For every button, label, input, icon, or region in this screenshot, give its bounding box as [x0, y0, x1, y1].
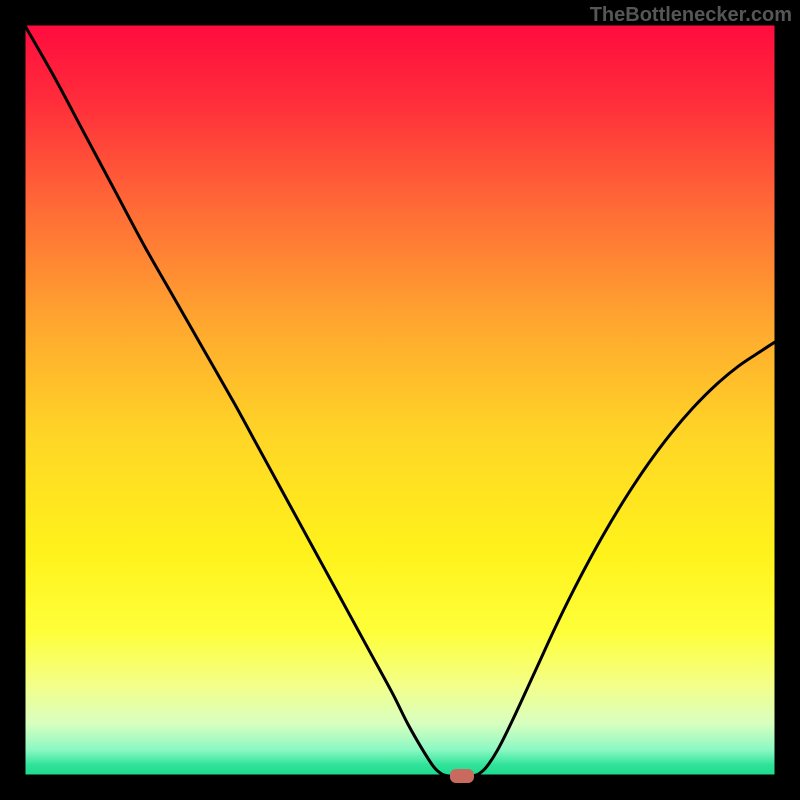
bottleneck-curve: [0, 0, 800, 800]
watermark-label: TheBottlenecker.com: [590, 4, 792, 27]
optimal-point-marker: [450, 769, 474, 783]
bottleneck-chart: TheBottlenecker.com: [0, 0, 800, 800]
